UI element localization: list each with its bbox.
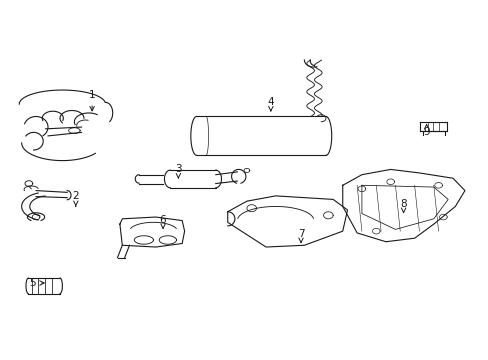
- Text: 9: 9: [423, 124, 429, 138]
- Text: 8: 8: [400, 199, 406, 212]
- Text: 2: 2: [72, 191, 79, 206]
- Text: 5: 5: [29, 278, 44, 288]
- Text: 3: 3: [175, 165, 182, 178]
- Text: 4: 4: [267, 98, 274, 111]
- Text: 6: 6: [160, 215, 166, 228]
- Text: 7: 7: [297, 229, 304, 242]
- Text: 1: 1: [89, 90, 95, 111]
